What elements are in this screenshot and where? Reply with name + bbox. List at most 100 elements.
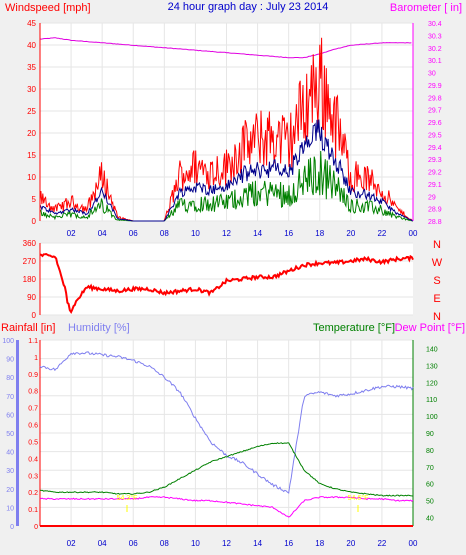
- temperature-tick-label: 40: [426, 516, 434, 523]
- barometer-tick-label: 29.4: [428, 145, 442, 152]
- barometer-tick-label: 29.3: [428, 157, 442, 164]
- barometer-tick-label: 29: [428, 194, 436, 201]
- barometer-tick-label: 29.6: [428, 120, 442, 127]
- temperature-tick-label: 70: [426, 465, 434, 472]
- time-tick-label: 16: [284, 539, 293, 548]
- wind-direction-line: [39, 252, 414, 314]
- barometer-tick-label: 29.8: [428, 95, 442, 102]
- time-tick-label: 12: [222, 539, 231, 548]
- time-tick-label: 04: [98, 229, 107, 238]
- dewpoint-line: [39, 496, 414, 518]
- wind-tick-label: 10: [27, 173, 36, 182]
- temperature-tick-label: 130: [426, 363, 438, 370]
- time-tick-label: 00: [409, 539, 418, 548]
- rainfall-tick-label: 0.9: [28, 372, 38, 379]
- barometer-line: [39, 37, 412, 59]
- humidity-tick-label: 20: [6, 487, 14, 494]
- humidity-tick-label: 90: [6, 357, 14, 364]
- barometer-axis-ticks: 30.4 30.3 30.2 30.1 30 29.9 29.8 29.7 29.6 29.5 29…: [428, 21, 442, 226]
- barometer-tick-label: 28.9: [428, 207, 442, 214]
- barometer-tick-label: 29.5: [428, 132, 442, 139]
- wind-tick-label: 15: [27, 151, 36, 160]
- humidity-tick-label: 50: [6, 431, 14, 438]
- compass-label: E: [433, 293, 440, 305]
- time-tick-label: 14: [253, 539, 262, 548]
- time-tick-label: 18: [315, 539, 324, 548]
- humidity-tick-label: 40: [6, 450, 14, 457]
- humidity-tick-label: 0: [10, 524, 14, 531]
- wind-tick-label: 0: [32, 217, 37, 226]
- wind-tick-label: 5: [32, 195, 37, 204]
- direction-axis-ticks: 360 270 180 90 0: [23, 239, 37, 320]
- time-tick-label: 08: [160, 229, 169, 238]
- wind-tick-label: 25: [27, 107, 36, 116]
- time-tick-label: 16: [284, 229, 293, 238]
- humidity-tick-label: 70: [6, 394, 14, 401]
- time-tick-label: 10: [191, 539, 200, 548]
- temperature-line: [39, 442, 414, 497]
- barometer-tick-label: 30.3: [428, 33, 442, 40]
- wind-tick-label: 30: [27, 85, 36, 94]
- chart-title: 24 hour graph day : July 23 2014: [168, 1, 329, 13]
- wind-axis-title: Windspeed [mph]: [5, 2, 91, 14]
- wind-avg-line: [39, 119, 414, 222]
- compass-label: S: [433, 275, 440, 287]
- wind-tick-label: 45: [27, 19, 36, 28]
- humidity-tick-label: 60: [6, 412, 14, 419]
- rainfall-axis-ticks: 1.1 1 0.9 0.8 0.7 0.6 0.5 0.4 0.3 0.2 0.1 0: [28, 338, 38, 531]
- direction-tick-label: 180: [23, 275, 37, 284]
- humidity-axis-bar: [16, 340, 19, 526]
- rainfall-tick-label: 0: [34, 524, 38, 531]
- time-tick-label: 02: [67, 539, 76, 548]
- time-tick-label: 22: [377, 539, 386, 548]
- time-tick-label: 18: [315, 229, 324, 238]
- time-tick-label: 10: [191, 229, 200, 238]
- rainfall-tick-label: 0.8: [28, 389, 38, 396]
- time-tick-label: 12: [222, 229, 231, 238]
- compass-label: N: [433, 239, 441, 251]
- temperature-tick-label: 60: [426, 482, 434, 489]
- temperature-axis-ticks: 140 130 120 110 100 90 80 70 60 50 40: [426, 346, 438, 522]
- rainfall-axis-title: Rainfall [in]: [1, 322, 55, 334]
- humidity-tick-label: 30: [6, 468, 14, 475]
- barometer-tick-label: 29.2: [428, 170, 442, 177]
- direction-tick-label: 90: [27, 293, 36, 302]
- time-tick-label: 00: [409, 229, 418, 238]
- barometer-tick-label: 29.9: [428, 83, 442, 90]
- barometer-tick-label: 29.1: [428, 182, 442, 189]
- wind-tick-label: 40: [27, 41, 36, 50]
- wind-min-line: [39, 150, 414, 222]
- direction-tick-label: 360: [23, 239, 37, 248]
- time-tick-label: 20: [346, 229, 355, 238]
- temperature-tick-label: 100: [426, 414, 438, 421]
- wind-axis-ticks: 45 40 35 30 25 20 15 10 5 0: [27, 19, 36, 226]
- barometer-tick-label: 30.1: [428, 58, 442, 65]
- temperature-tick-label: 120: [426, 380, 438, 387]
- humidity-tick-label: 100: [2, 338, 14, 345]
- rainfall-tick-label: 0.2: [28, 490, 38, 497]
- wind-gust-line: [39, 37, 414, 222]
- barometer-tick-label: 30.2: [428, 46, 442, 53]
- barometer-tick-label: 30.4: [428, 21, 442, 28]
- min-temp-annotation-2: 54.6°F: [348, 494, 369, 502]
- time-tick-label: 06: [129, 229, 138, 238]
- rainfall-tick-label: 1: [34, 355, 38, 362]
- rainfall-tick-label: 0.7: [28, 406, 38, 413]
- compass-label: N: [433, 311, 441, 323]
- time-tick-label: 20: [346, 539, 355, 548]
- compass-label: W: [432, 257, 443, 269]
- time-tick-label: 14: [253, 229, 262, 238]
- rainfall-tick-label: 0.4: [28, 456, 38, 463]
- time-tick-label: 04: [98, 539, 107, 548]
- temperature-tick-label: 90: [426, 431, 434, 438]
- barometer-axis-title: Barometer [ in]: [390, 2, 462, 14]
- time-tick-label: 08: [160, 539, 169, 548]
- time-axis-ticks: 02 04 06 08 10 12 14 16 18 20 22 00: [67, 229, 418, 238]
- wind-tick-label: 20: [27, 129, 36, 138]
- rainfall-tick-label: 0.1: [28, 507, 38, 514]
- time-axis-ticks-bottom: 02 04 06 08 10 12 14 16 18 20 22 00: [67, 539, 418, 548]
- temperature-tick-label: 50: [426, 499, 434, 506]
